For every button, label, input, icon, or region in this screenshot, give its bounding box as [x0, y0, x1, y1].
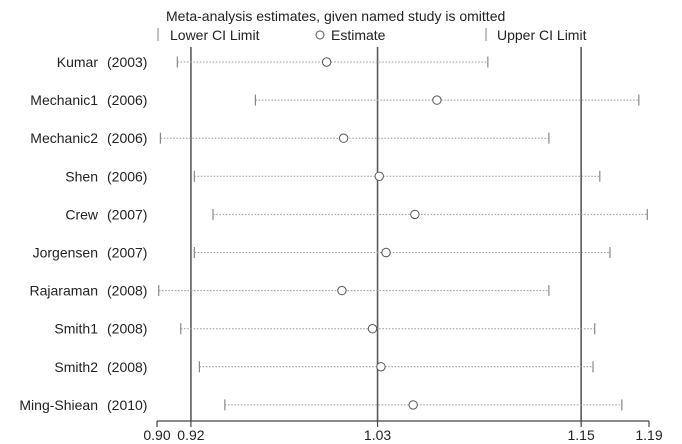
- x-tick-label: 0.92: [177, 427, 204, 443]
- study-name: Smith1: [54, 321, 98, 337]
- study-name: Shen: [65, 168, 98, 184]
- legend-lower-label: Lower CI Limit: [170, 27, 260, 43]
- study-year: (2010): [107, 397, 147, 413]
- study-name: Jorgensen: [33, 245, 98, 261]
- estimate-marker: [409, 401, 417, 409]
- x-tick-label: 0.90: [143, 427, 170, 443]
- estimate-marker: [433, 96, 441, 104]
- study-row: Ming-Shiean (2010): [19, 397, 621, 413]
- study-name: Mechanic1: [30, 92, 98, 108]
- study-year: (2007): [107, 206, 147, 222]
- legend-estimate-label: Estimate: [331, 27, 386, 43]
- x-tick-label: 1.03: [364, 427, 391, 443]
- study-row: Jorgensen (2007): [33, 245, 610, 261]
- study-row: Shen (2006): [65, 168, 600, 184]
- study-name: Mechanic2: [30, 130, 98, 146]
- estimate-marker: [375, 172, 383, 180]
- study-row: Smith1 (2008): [54, 321, 594, 337]
- study-year: (2003): [107, 54, 147, 70]
- study-name: Rajaraman: [30, 283, 98, 299]
- x-tick-label: 1.19: [635, 427, 662, 443]
- study-row: Smith2 (2008): [54, 359, 593, 375]
- x-axis: 0.90 0.92 1.03 1.15 1.19: [143, 421, 662, 443]
- estimate-marker: [411, 210, 419, 218]
- study-year: (2008): [107, 321, 147, 337]
- legend-estimate-marker: [316, 31, 324, 39]
- x-tick-label: 1.15: [568, 427, 595, 443]
- study-year: (2006): [107, 92, 147, 108]
- study-row: Mechanic1 (2006): [30, 92, 639, 108]
- estimate-marker: [377, 363, 385, 371]
- estimate-marker: [338, 286, 346, 294]
- estimate-marker: [382, 248, 390, 256]
- study-year: (2007): [107, 245, 147, 261]
- legend-upper-label: Upper CI Limit: [497, 27, 587, 43]
- study-year: (2006): [107, 130, 147, 146]
- study-row: Mechanic2 (2006): [30, 130, 549, 146]
- estimate-marker: [339, 134, 347, 142]
- chart-title: Meta-analysis estimates, given named stu…: [166, 8, 505, 24]
- reference-lines: [191, 47, 581, 421]
- estimate-marker: [368, 325, 376, 333]
- study-rows: Kumar (2003) Mechanic1 (2006) Mechanic2 (2006…: [19, 54, 647, 413]
- study-row: Crew (2007): [65, 206, 647, 222]
- study-year: (2008): [107, 359, 147, 375]
- study-name: Smith2: [54, 359, 98, 375]
- study-year: (2006): [107, 168, 147, 184]
- study-name: Kumar: [57, 54, 99, 70]
- estimate-marker: [322, 58, 330, 66]
- study-name: Crew: [65, 206, 99, 222]
- study-row: Rajaraman (2008): [30, 283, 549, 299]
- study-row: Kumar (2003): [57, 54, 488, 70]
- study-name: Ming-Shiean: [19, 397, 98, 413]
- study-year: (2008): [107, 283, 147, 299]
